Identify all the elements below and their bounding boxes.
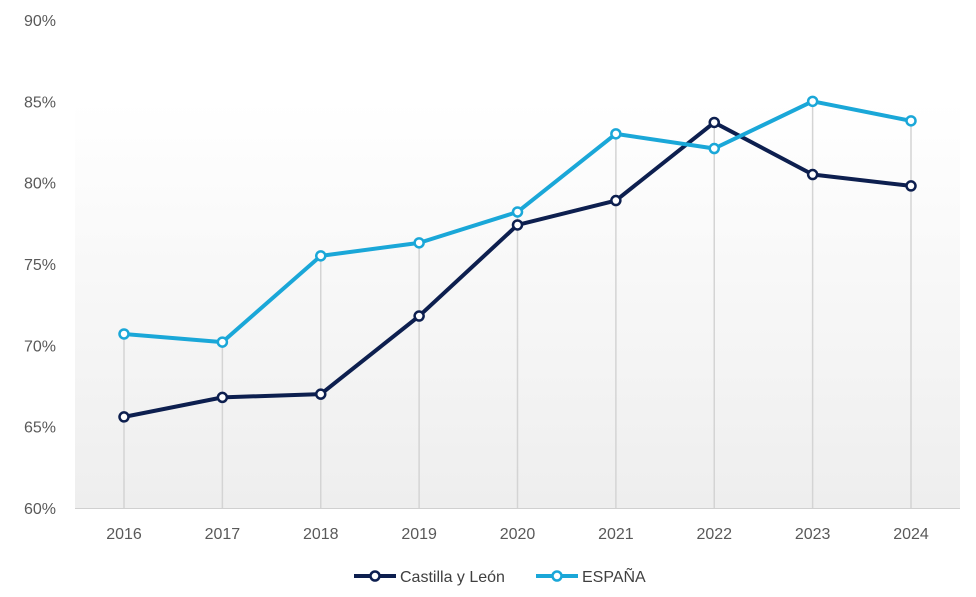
data-point-0: [413, 310, 425, 322]
x-tick-label: 2021: [598, 526, 634, 543]
data-point-1: [511, 206, 524, 218]
y-tick-label: 75%: [24, 257, 56, 274]
x-tick-label: 2019: [401, 526, 437, 543]
y-tick-label: 70%: [24, 338, 56, 355]
y-tick-label: 85%: [24, 94, 56, 111]
data-point-1: [708, 142, 720, 155]
legend: Castilla y León ESPAÑA: [354, 566, 646, 586]
x-axis: 2016 2017 2018 2019 2020 2021 2022 2023 2024: [106, 526, 929, 543]
data-point-1: [806, 95, 819, 108]
x-tick-label: 2017: [205, 526, 241, 543]
data-point-1: [610, 128, 622, 140]
x-tick-label: 2016: [106, 526, 142, 543]
data-point-1: [118, 328, 130, 340]
data-point-0: [216, 391, 229, 404]
data-point-0: [905, 180, 917, 192]
x-tick-label: 2024: [893, 526, 929, 543]
legend-swatch-marker: [369, 570, 381, 582]
legend-label: ESPAÑA: [582, 566, 646, 586]
x-tick-label: 2023: [795, 526, 831, 543]
data-point-0: [315, 388, 327, 400]
data-point-1: [413, 237, 425, 249]
data-point-1: [315, 250, 327, 262]
data-point-0: [610, 194, 622, 207]
legend-swatch-marker: [551, 570, 563, 582]
series-points: [118, 95, 917, 423]
data-point-0: [708, 116, 720, 129]
x-tick-label: 2020: [500, 526, 536, 543]
data-point-0: [806, 168, 819, 181]
data-point-1: [905, 115, 917, 127]
y-tick-label: 60%: [24, 501, 56, 518]
y-tick-label: 80%: [24, 176, 56, 193]
y-axis: 60% 65% 70% 75% 80% 85% 90%: [24, 13, 56, 518]
data-point-1: [216, 336, 229, 348]
y-tick-label: 90%: [24, 13, 56, 30]
x-tick-label: 2018: [303, 526, 339, 543]
data-point-0: [118, 411, 130, 423]
legend-label: Castilla y León: [400, 569, 505, 586]
y-tick-label: 65%: [24, 420, 56, 437]
x-tick-label: 2022: [696, 526, 732, 543]
data-point-0: [511, 219, 524, 231]
